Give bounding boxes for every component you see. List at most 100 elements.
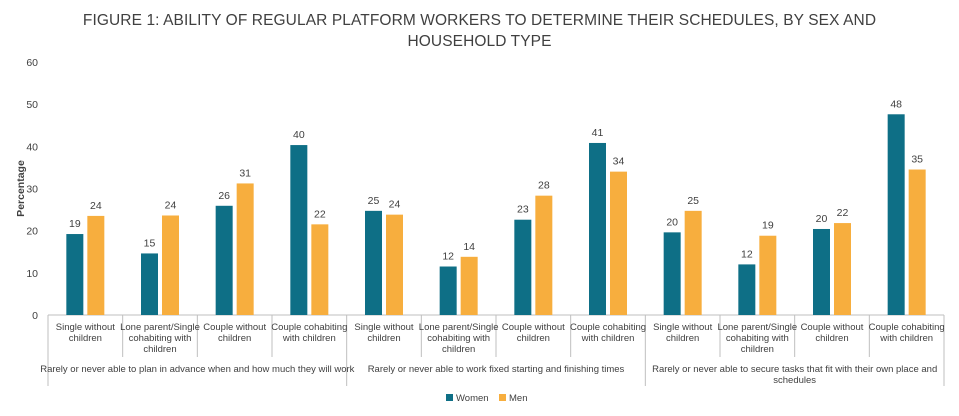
data-label-women-8: 41: [592, 127, 604, 139]
bar-men-2: [162, 215, 179, 315]
category-label-line: with children: [581, 333, 635, 344]
bar-men-1: [87, 215, 105, 315]
category-label-line: cohabiting with: [726, 333, 789, 344]
bar-men-11: [834, 223, 851, 315]
group-label-line: Rarely or never able to secure tasks tha…: [652, 364, 937, 375]
category-label-line: Couple cohabiting: [570, 322, 646, 333]
data-label-men-7: 28: [538, 180, 550, 192]
category-label-line: Couple without: [801, 322, 864, 333]
bar-women-9: [663, 232, 681, 315]
y-tick-label: 60: [26, 57, 38, 69]
category-label-line: Lone parent/Single: [717, 322, 797, 333]
bar-men-7: [535, 195, 553, 315]
category-label: Couple without children: [203, 322, 266, 344]
bar-men-5: [386, 214, 403, 315]
bar-women-11: [813, 228, 830, 315]
legend-label-men: Men: [509, 393, 527, 404]
data-label-women-12: 48: [890, 98, 902, 110]
category-label-line: with children: [282, 333, 336, 344]
bar-men-4: [311, 224, 329, 315]
y-tick-label: 10: [26, 268, 38, 280]
category-label-line: with children: [879, 333, 933, 344]
data-label-men-5: 24: [389, 199, 401, 211]
category-label-line: cohabiting with: [129, 333, 192, 344]
bar-women-8: [589, 142, 606, 315]
category-label: Couple cohabiting with children: [869, 322, 945, 344]
data-label-women-6: 12: [442, 251, 454, 263]
group-label: Rarely or never able to secure tasks tha…: [652, 364, 937, 386]
y-tick-label: 0: [32, 310, 38, 322]
bar-men-8: [610, 171, 627, 315]
data-label-women-3: 26: [218, 190, 230, 202]
bar-women-3: [215, 205, 233, 315]
data-label-men-10: 19: [762, 220, 774, 232]
bar-women-10: [738, 264, 756, 315]
category-label-line: Couple without: [502, 322, 565, 333]
group-label-line: Rarely or never able to work fixed start…: [368, 364, 625, 375]
category-label: Couple cohabiting with children: [570, 322, 646, 344]
category-label-line: Couple cohabiting: [869, 322, 945, 333]
data-label-men-3: 31: [239, 167, 251, 179]
category-label-line: Couple cohabiting: [271, 322, 347, 333]
y-axis-label: Percentage: [15, 160, 27, 217]
category-label-line: children: [367, 333, 400, 344]
bar-women-1: [66, 234, 84, 315]
data-label-women-1: 19: [69, 218, 81, 230]
category-label: Lone parent/Single cohabiting with childre…: [419, 322, 499, 355]
category-label-line: children: [741, 344, 774, 355]
y-tick-label: 40: [26, 141, 38, 153]
category-label: Single without children: [354, 322, 414, 344]
category-label-line: children: [442, 344, 475, 355]
data-label-women-11: 20: [816, 213, 828, 225]
bar-men-12: [908, 169, 926, 315]
bar-women-5: [365, 210, 382, 315]
data-label-women-4: 40: [293, 129, 305, 141]
category-label-line: Lone parent/Single: [419, 322, 499, 333]
category-label: Single without children: [653, 322, 713, 344]
data-label-men-2: 24: [165, 199, 177, 211]
legend-swatch-men: [499, 394, 506, 401]
data-label-men-11: 22: [837, 207, 849, 219]
bar-women-4: [290, 145, 308, 315]
bar-women-6: [439, 266, 457, 315]
bar-men-9: [684, 210, 702, 315]
chart-title: FIGURE 1: ABILITY OF REGULAR PLATFORM WO…: [0, 10, 959, 52]
category-label: Couple without children: [801, 322, 864, 344]
bar-women-12: [887, 114, 905, 315]
data-label-women-2: 15: [144, 237, 156, 249]
data-label-men-9: 25: [687, 195, 699, 207]
legend-label-women: Women: [456, 393, 489, 404]
category-label: Lone parent/Single cohabiting with childre…: [120, 322, 200, 355]
data-label-women-5: 25: [368, 195, 380, 207]
data-label-men-1: 24: [90, 200, 102, 212]
category-label-line: children: [69, 333, 102, 344]
data-label-men-6: 14: [463, 241, 475, 253]
group-label: Rarely or never able to work fixed start…: [368, 364, 625, 375]
bar-women-2: [141, 253, 158, 315]
chart-title-line-2: HOUSEHOLD TYPE: [407, 33, 552, 50]
category-label: Single without children: [56, 322, 116, 344]
category-label: Couple without children: [502, 322, 565, 344]
y-tick-label: 50: [26, 99, 38, 111]
category-label-line: children: [666, 333, 699, 344]
data-label-women-9: 20: [666, 216, 678, 228]
legend-swatch-women: [446, 394, 453, 401]
chart-title-line-1: FIGURE 1: ABILITY OF REGULAR PLATFORM WO…: [82, 12, 877, 29]
category-label: Lone parent/Single cohabiting with childre…: [717, 322, 797, 355]
category-label-line: Single without: [354, 322, 414, 333]
bar-men-3: [236, 183, 254, 315]
bar-women-7: [514, 219, 532, 315]
group-label: Rarely or never able to plan in advance …: [40, 364, 354, 375]
category-label-line: Couple without: [203, 322, 266, 333]
y-tick-label: 30: [26, 184, 38, 196]
category-label-line: Single without: [653, 322, 713, 333]
data-label-women-10: 12: [741, 248, 753, 260]
data-label-men-4: 22: [314, 208, 326, 220]
group-label-line: Rarely or never able to plan in advance …: [40, 364, 354, 375]
data-label-men-12: 35: [911, 154, 923, 166]
category-label-line: Lone parent/Single: [120, 322, 200, 333]
category-label-line: children: [517, 333, 550, 344]
data-label-men-8: 34: [613, 156, 625, 168]
y-tick-label: 20: [26, 226, 38, 238]
